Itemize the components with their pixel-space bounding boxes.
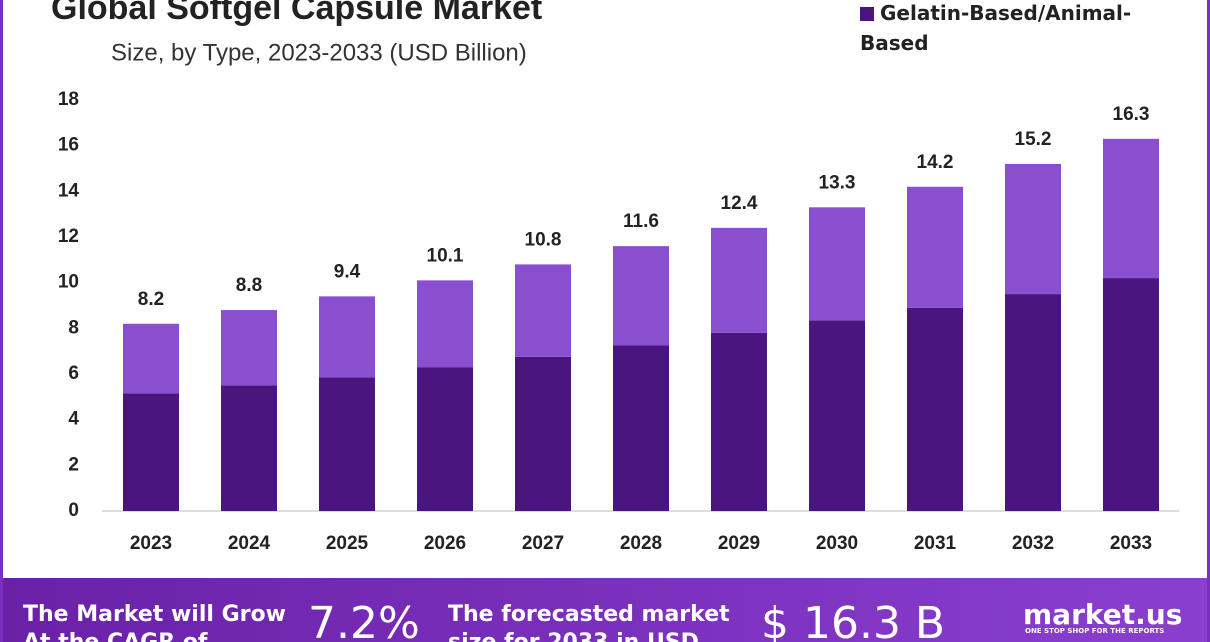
y-tick-label: 6 — [68, 363, 79, 384]
x-tick-label: 2033 — [1110, 533, 1152, 554]
total-label: 8.8 — [236, 275, 262, 296]
x-tick-label: 2023 — [130, 533, 172, 554]
bar-segment — [123, 323, 179, 394]
bar-segment — [613, 345, 669, 511]
legend: Gelatin-Based/Animal-Based — [860, 0, 1160, 58]
x-tick-label: 2024 — [228, 533, 271, 554]
total-label: 10.8 — [525, 229, 562, 250]
total-label: 16.3 — [1113, 104, 1150, 125]
x-tick-label: 2031 — [914, 533, 957, 554]
bar-segment — [1103, 138, 1159, 279]
y-tick-label: 4 — [68, 409, 79, 430]
bar-segment — [319, 377, 375, 511]
tagline: ONE STOP SHOP FOR THE REPORTS — [1025, 627, 1165, 635]
y-tick-label: 0 — [68, 500, 79, 521]
cagr-value: 7.2% — [308, 598, 420, 642]
x-tick-label: 2026 — [424, 533, 466, 554]
y-tick-label: 12 — [58, 226, 79, 247]
bar-segment — [711, 332, 767, 511]
bar-segment — [319, 296, 375, 378]
y-tick-label: 2 — [68, 454, 79, 475]
cagr-text: At the CAGR of — [23, 628, 207, 642]
footer: The Market will Grow At the CAGR of 7.2%… — [3, 578, 1207, 642]
y-tick-label: 8 — [68, 317, 79, 338]
chart-title: Global Softgel Capsule Market — [51, 0, 542, 27]
forecast-value: $ 16.3 B — [761, 598, 946, 642]
bar-segment — [221, 385, 277, 511]
total-label: 14.2 — [917, 152, 954, 173]
total-label: 10.1 — [427, 245, 464, 266]
chart-subtitle: Size, by Type, 2023-2033 (USD Billion) — [111, 39, 527, 66]
y-tick-label: 16 — [58, 135, 79, 156]
x-tick-label: 2025 — [326, 533, 369, 554]
bar-segment — [711, 227, 767, 333]
bar-segment — [515, 356, 571, 511]
bar-segment — [613, 246, 669, 346]
bar-segment — [221, 310, 277, 386]
chart: Global Softgel Capsule Market Size, by T… — [51, 0, 1179, 554]
total-label: 13.3 — [819, 172, 856, 193]
bar-segment — [809, 207, 865, 321]
total-label: 12.4 — [721, 193, 758, 214]
total-label: 9.4 — [334, 261, 361, 282]
x-tick-label: 2027 — [522, 533, 564, 554]
x-tick-label: 2030 — [816, 533, 858, 554]
forecast-text: size for 2033 in USD — [448, 628, 699, 642]
legend-label: Gelatin-Based/Animal-Based — [860, 1, 1132, 55]
cagr-text: The Market will Grow — [23, 602, 286, 627]
bar-segment — [417, 367, 473, 511]
total-label: 11.6 — [623, 211, 659, 232]
bar-segment — [907, 186, 963, 308]
x-tick-label: 2032 — [1012, 533, 1054, 554]
total-label: 15.2 — [1015, 129, 1052, 150]
total-label: 8.2 — [138, 289, 164, 310]
y-tick-label: 14 — [58, 180, 80, 201]
x-tick-label: 2029 — [718, 533, 760, 554]
bar-segment — [123, 393, 179, 511]
bar-segment — [1103, 278, 1159, 511]
bar-segment — [907, 307, 963, 511]
brand: market.us — [1023, 598, 1183, 631]
bar-segment — [515, 264, 571, 357]
bar-segment — [1005, 294, 1061, 511]
bar-segment — [417, 280, 473, 368]
x-tick-label: 2028 — [620, 533, 662, 554]
legend-swatch — [860, 7, 874, 21]
y-tick-label: 18 — [58, 89, 79, 110]
bar-segment — [1005, 163, 1061, 295]
bar-segment — [809, 320, 865, 511]
y-tick-label: 10 — [58, 272, 79, 293]
forecast-text: The forecasted market — [448, 602, 730, 627]
